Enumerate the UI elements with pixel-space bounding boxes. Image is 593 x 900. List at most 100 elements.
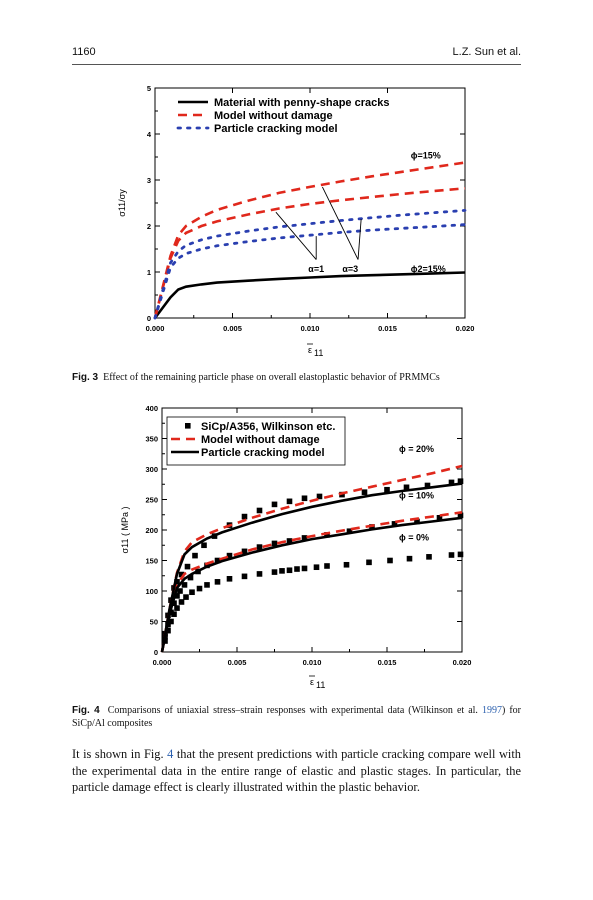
figure-4-reference-link[interactable]: 4	[167, 747, 174, 761]
running-head-authors: L.Z. Sun et al.	[452, 46, 521, 58]
data-point	[183, 594, 189, 600]
series-line	[153, 161, 466, 319]
data-point	[178, 571, 185, 578]
x-tick-label: 0.000	[146, 324, 165, 333]
data-point	[286, 498, 293, 505]
body-text-2: that the present predictions with partic…	[72, 747, 521, 795]
data-point	[448, 552, 455, 558]
data-series-group	[153, 161, 467, 320]
x-tick-label: 0.005	[228, 658, 247, 667]
data-point	[177, 588, 183, 594]
page-number: 1160	[72, 46, 96, 58]
legend-label: Model without damage	[201, 434, 320, 446]
data-point	[313, 564, 320, 571]
y-tick-label: 300	[145, 465, 158, 474]
figure-4-chart: 0.000 0.005 0.010 0.015 0.020 0 50 100 150 200 250…	[120, 404, 472, 690]
data-point	[391, 521, 398, 527]
data-point	[184, 563, 191, 570]
y-axis-label: σ11 ( MPa )	[120, 507, 130, 554]
x-axis-label-subscript: 11	[316, 680, 325, 690]
y-tick-label: 350	[145, 435, 158, 444]
y-tick-label: 3	[147, 176, 151, 185]
data-point	[361, 489, 368, 495]
y-tick-label: 400	[145, 404, 158, 413]
data-point	[241, 548, 248, 555]
leader-line	[321, 186, 359, 260]
annotation-phi10: ϕ = 10%	[399, 490, 434, 500]
data-point	[165, 627, 171, 634]
figure-3-caption-text: Effect of the remaining particle phase o…	[103, 372, 440, 383]
data-point	[406, 555, 413, 562]
annotation-alpha3: α=3	[342, 264, 358, 274]
figure-3-chart: 0.000 0.005 0.010 0.015 0.020 0 1 2 3 4 5 ε 11 σ11/σy…	[117, 84, 475, 358]
y-tick-label: 0	[154, 648, 158, 657]
legend-label: Particle cracking model	[201, 447, 325, 459]
y-axis-label-text: σ11 ( MPa )	[120, 507, 130, 554]
figure-3-caption-label: Fig. 3	[72, 372, 99, 383]
data-point	[174, 593, 180, 599]
data-point	[187, 574, 194, 581]
data-point	[457, 551, 464, 558]
y-tick-label: 1	[147, 268, 151, 277]
legend-label: SiCp/A356, Wilkinson etc.	[201, 421, 335, 433]
data-point	[424, 482, 431, 489]
header-rule	[72, 64, 521, 65]
x-tick-label: 0.005	[223, 324, 242, 333]
data-point	[426, 554, 432, 560]
data-point	[294, 566, 300, 572]
data-point	[346, 528, 353, 535]
legend-label: Material with penny-shape cracks	[214, 97, 389, 109]
y-tick-label: 5	[147, 84, 151, 93]
series-line	[153, 209, 467, 320]
data-point	[448, 479, 455, 486]
data-point	[168, 618, 174, 625]
data-point	[256, 544, 263, 550]
data-point	[403, 484, 410, 491]
data-point	[171, 611, 177, 617]
data-point	[271, 540, 278, 547]
y-tick-label: 200	[145, 526, 158, 535]
data-point	[174, 605, 180, 611]
y-tick-label: 4	[147, 130, 152, 139]
data-point	[387, 557, 393, 564]
data-point	[457, 512, 464, 519]
data-point	[286, 567, 293, 574]
series-line	[153, 271, 466, 319]
x-axis-label: ε	[310, 677, 314, 687]
data-point	[241, 513, 248, 520]
x-tick-label: 0.010	[303, 658, 322, 667]
data-point	[457, 478, 464, 484]
x-axis-label: ε	[308, 345, 312, 355]
annotation-alpha1: α=1	[308, 264, 324, 274]
data-point	[241, 573, 248, 580]
data-point	[204, 582, 210, 588]
series-line	[153, 187, 466, 319]
annotation-phi2: ϕ2=15%	[411, 264, 446, 274]
data-point	[256, 507, 263, 514]
data-point	[256, 571, 263, 577]
data-point	[271, 501, 278, 508]
x-tick-label: 0.015	[378, 324, 397, 333]
data-point	[343, 561, 350, 568]
x-tick-label: 0.020	[456, 324, 475, 333]
y-tick-label: 0	[147, 314, 151, 323]
data-point	[324, 563, 330, 569]
y-axis-label: σ11/σy	[117, 189, 127, 217]
series-line	[153, 223, 467, 320]
figure-4-caption-label: Fig. 4	[72, 705, 100, 716]
data-point	[366, 559, 372, 566]
data-series-group	[160, 464, 464, 653]
data-point	[301, 565, 308, 572]
data-point	[301, 535, 308, 541]
y-tick-label: 100	[145, 587, 158, 596]
data-point	[436, 515, 443, 521]
x-tick-label: 0.015	[378, 658, 397, 667]
figure-4-citation-link[interactable]: 1997	[481, 705, 502, 716]
annotation-phi20: ϕ = 20%	[399, 444, 434, 454]
data-point	[279, 568, 285, 574]
x-axis-label-subscript: 11	[314, 348, 323, 358]
y-tick-label: 50	[150, 618, 158, 627]
figure-4-caption-text-2: ) for SiCp/Al composites	[72, 705, 521, 729]
x-tick-label: 0.020	[453, 658, 472, 667]
data-point	[214, 557, 221, 564]
